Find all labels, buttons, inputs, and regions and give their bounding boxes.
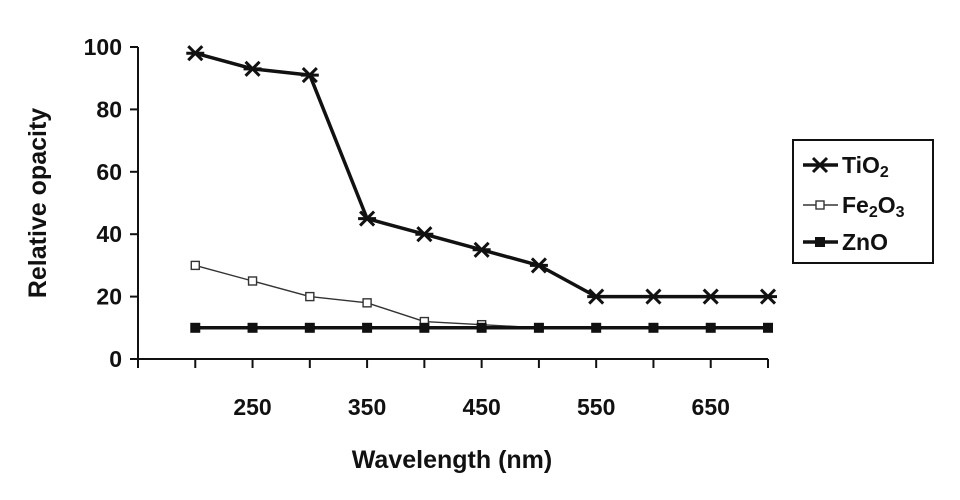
x-tick-label: 450: [462, 394, 500, 420]
data-point-zno: [362, 322, 373, 333]
y-tick-label: 40: [96, 221, 122, 247]
y-tick-label: 60: [96, 159, 122, 185]
data-point-tio2: [701, 288, 720, 305]
legend-label-zno: ZnO: [842, 229, 888, 255]
data-point-zno: [591, 322, 602, 333]
x-tick-label: 350: [348, 394, 386, 420]
legend-item-zno: ZnO: [803, 229, 888, 255]
data-point-fe2o3: [305, 291, 315, 302]
legend-label-fe2o3: Fe2O3: [842, 192, 905, 221]
data-point-fe2o3: [190, 260, 200, 271]
series-layer: [186, 45, 777, 333]
data-point-zno: [533, 322, 544, 333]
y-tick-label: 80: [96, 96, 122, 122]
data-point-zno: [763, 322, 773, 333]
data-point-fe2o3: [247, 276, 258, 286]
data-point-tio2: [587, 288, 606, 305]
legend-label-part: O: [878, 192, 896, 218]
legend-item-tio2: TiO2: [803, 152, 889, 181]
series-zno: [190, 322, 773, 333]
ticks: 0 20 40 60 80 100 250 350 450 550 650: [84, 34, 769, 420]
data-point-zno: [419, 322, 430, 333]
y-axis-title: Relative opacity: [24, 108, 52, 298]
data-point-tio2: [186, 45, 205, 62]
data-point-tio2: [243, 60, 262, 77]
legend-label-tio2: TiO2: [842, 152, 889, 181]
legend-label-part: 3: [896, 204, 905, 221]
axes: [137, 47, 768, 360]
legend-marker-tio2: [811, 156, 829, 174]
data-point-tio2: [300, 67, 319, 84]
data-point-zno: [247, 322, 258, 333]
x-axis-title: Wavelength (nm): [352, 446, 552, 474]
data-point-fe2o3: [362, 298, 372, 308]
y-tick-label: 100: [84, 34, 122, 60]
data-point-tio2: [472, 241, 491, 258]
legend-marker-zno: [815, 237, 825, 247]
data-point-tio2: [358, 210, 377, 227]
series-tio2: [186, 45, 777, 305]
data-point-zno: [476, 322, 487, 333]
data-point-zno: [705, 322, 716, 333]
legend-label-part: Fe: [842, 192, 869, 218]
series-line-tio2: [194, 51, 768, 299]
legend-label-main: ZnO: [842, 229, 888, 255]
data-point-tio2: [644, 288, 663, 305]
data-point-tio2: [415, 226, 434, 243]
data-point-zno: [648, 322, 659, 333]
data-point-zno: [190, 322, 201, 333]
x-tick-label: 550: [577, 394, 615, 420]
legend-item-fe2o3: Fe2O3: [803, 192, 905, 221]
data-point-tio2: [529, 257, 548, 274]
legend-marker-fe2o3: [815, 200, 825, 210]
legend-label-sub: 2: [880, 164, 889, 181]
y-tick-label: 0: [109, 346, 122, 372]
y-tick-label: 20: [96, 284, 122, 310]
legend-label-part: 2: [869, 204, 878, 221]
x-tick-label: 650: [692, 394, 730, 420]
x-tick-label: 250: [233, 394, 271, 420]
data-point-tio2: [759, 288, 777, 305]
data-point-zno: [304, 322, 315, 333]
legend-label-main: TiO: [842, 152, 880, 178]
